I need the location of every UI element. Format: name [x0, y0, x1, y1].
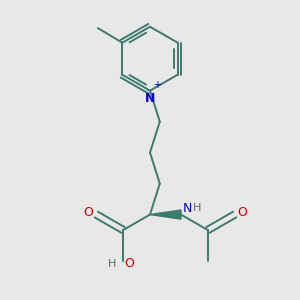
Text: +: + — [153, 80, 161, 90]
Text: N: N — [145, 92, 155, 105]
Text: O: O — [237, 206, 247, 219]
Text: H: H — [192, 203, 201, 213]
Text: O: O — [83, 206, 93, 219]
Text: H: H — [108, 259, 117, 269]
Polygon shape — [150, 210, 181, 219]
Text: O: O — [124, 257, 134, 270]
Text: N: N — [183, 202, 192, 214]
